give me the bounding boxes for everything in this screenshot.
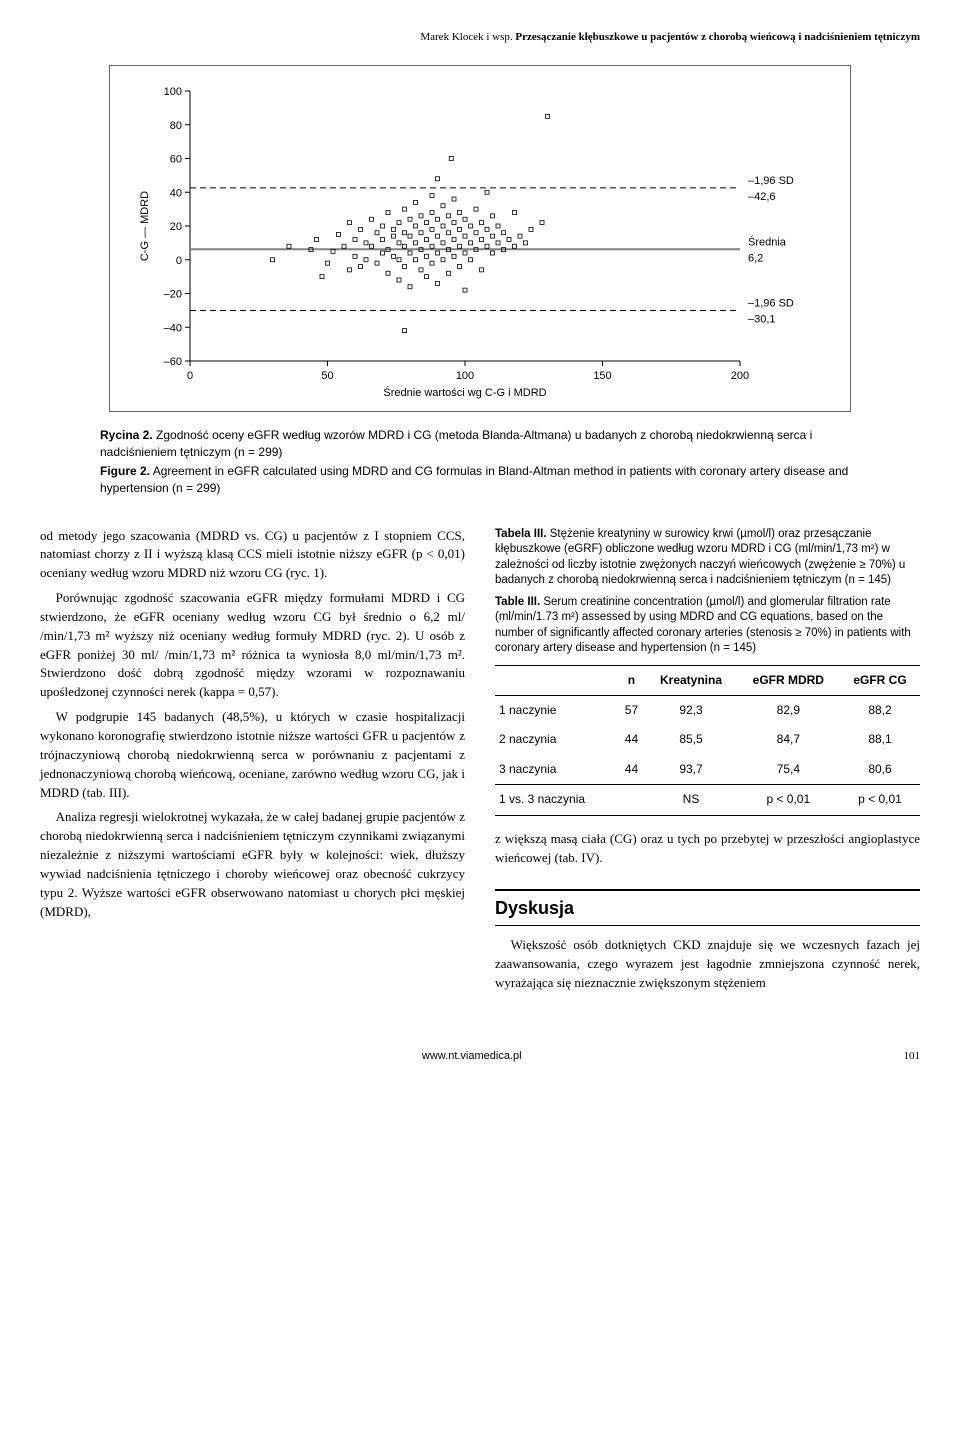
figure-caption-pl: Rycina 2. Zgodność oceny eGFR według wzo… [100,427,860,461]
table-row: 3 naczynia4493,775,480,6 [495,755,920,785]
table-cell: 3 naczynia [495,755,618,785]
footer-page-number: 101 [904,1049,921,1064]
table-cell: 75,4 [737,755,840,785]
footer-url: www.nt.viamedica.pl [422,1049,522,1064]
table-cell: 2 naczynia [495,725,618,754]
table-cell: 80,6 [840,755,920,785]
svg-text:50: 50 [321,370,333,382]
table-row: 1 vs. 3 naczyniaNSp < 0,01p < 0,01 [495,785,920,815]
svg-text:–60: –60 [164,356,182,368]
table-cell [618,785,646,815]
svg-text:Średnia: Średnia [748,236,787,249]
paragraph: od metody jego szacowania (MDRD vs. CG) … [40,527,465,584]
figure-text-en: Agreement in eGFR calculated using MDRD … [100,464,848,495]
table-text-en: Serum creatinine concentration (µmol/l) … [495,596,911,655]
svg-text:150: 150 [593,370,611,382]
svg-text:100: 100 [456,370,474,382]
bland-altman-scatter: –60 –40 –20 0 20 40 60 80 100 0 50 100 150 200 C-G — M… [130,81,830,401]
table-text-pl: Stężenie kreatyniny w surowicy krwi (µmo… [495,528,905,587]
right-column: Tabela III. Stężenie kreatyniny w surowi… [495,527,920,999]
table-cell: 85,5 [645,725,736,754]
page-footer: www.nt.viamedica.pl 101 [40,1049,920,1064]
svg-text:0: 0 [187,370,193,382]
svg-text:–30,1: –30,1 [748,314,776,326]
figure-text-pl: Zgodność oceny eGFR według wzorów MDRD i… [100,428,812,459]
svg-text:–40: –40 [164,323,182,335]
table-row: 2 naczynia4485,584,788,1 [495,725,920,754]
figure-caption-en: Figure 2. Agreement in eGFR calculated u… [100,463,860,497]
table-caption-en: Table III. Serum creatinine concentratio… [495,595,920,657]
table-cell: p < 0,01 [840,785,920,815]
table-label-en: Table III. [495,596,540,608]
left-column: od metody jego szacowania (MDRD vs. CG) … [40,527,465,999]
svg-text:–1,96 SD: –1,96 SD [748,175,794,187]
table-header-cell: n [618,665,646,695]
svg-text:20: 20 [170,221,182,233]
paragraph: W podgrupie 145 badanych (48,5%), u któr… [40,708,465,802]
svg-text:40: 40 [170,188,182,200]
two-column-body: od metody jego szacowania (MDRD vs. CG) … [40,527,920,999]
figure-label-en: Figure 2. [100,464,150,478]
svg-text:–1,96 SD: –1,96 SD [748,298,794,310]
table-header-cell: Kreatynina [645,665,736,695]
table-cell: 57 [618,696,646,726]
table-header-cell [495,665,618,695]
svg-text:–20: –20 [164,289,182,301]
table-cell: 44 [618,755,646,785]
paragraph: Porównując zgodność szacowania eGFR międ… [40,589,465,702]
table-header-cell: eGFR CG [840,665,920,695]
svg-text:Średnie wartości wg C-G i MDRD: Średnie wartości wg C-G i MDRD [383,386,546,399]
paragraph: Większość osób dotkniętych CKD znajduje … [495,936,920,993]
table-cell: 88,1 [840,725,920,754]
section-heading-discussion: Dyskusja [495,889,920,926]
table-cell: p < 0,01 [737,785,840,815]
svg-text:0: 0 [176,255,182,267]
svg-text:60: 60 [170,154,182,166]
table-label-pl: Tabela III. [495,528,547,540]
table-cell: 88,2 [840,696,920,726]
table-row: 1 naczynie5792,382,988,2 [495,696,920,726]
table-caption-pl: Tabela III. Stężenie kreatyniny w surowi… [495,527,920,589]
table-header-cell: eGFR MDRD [737,665,840,695]
header-title: Przesączanie kłębuszkowe u pacjentów z c… [515,31,920,43]
table-iii: nKreatyninaeGFR MDRDeGFR CG1 naczynie579… [495,665,920,816]
table-cell: NS [645,785,736,815]
table-cell: 1 naczynie [495,696,618,726]
svg-text:–42,6: –42,6 [748,191,776,203]
figure-2-chart: –60 –40 –20 0 20 40 60 80 100 0 50 100 150 200 C-G — M… [109,65,851,412]
running-header: Marek Klocek i wsp. Przesączanie kłębusz… [40,30,920,45]
table-cell: 93,7 [645,755,736,785]
table-cell: 82,9 [737,696,840,726]
svg-text:6,2: 6,2 [748,253,763,265]
svg-text:100: 100 [164,86,182,98]
svg-text:80: 80 [170,120,182,132]
paragraph: z większą masą ciała (CG) oraz u tych po… [495,830,920,868]
svg-text:200: 200 [731,370,749,382]
svg-text:C-G — MDRD: C-G — MDRD [139,191,151,261]
figure-label-pl: Rycina 2. [100,428,153,442]
paragraph: Analiza regresji wielokrotnej wykazała, … [40,808,465,921]
table-cell: 44 [618,725,646,754]
header-authors: Marek Klocek i wsp. [420,31,512,43]
table-cell: 84,7 [737,725,840,754]
table-cell: 1 vs. 3 naczynia [495,785,618,815]
table-cell: 92,3 [645,696,736,726]
